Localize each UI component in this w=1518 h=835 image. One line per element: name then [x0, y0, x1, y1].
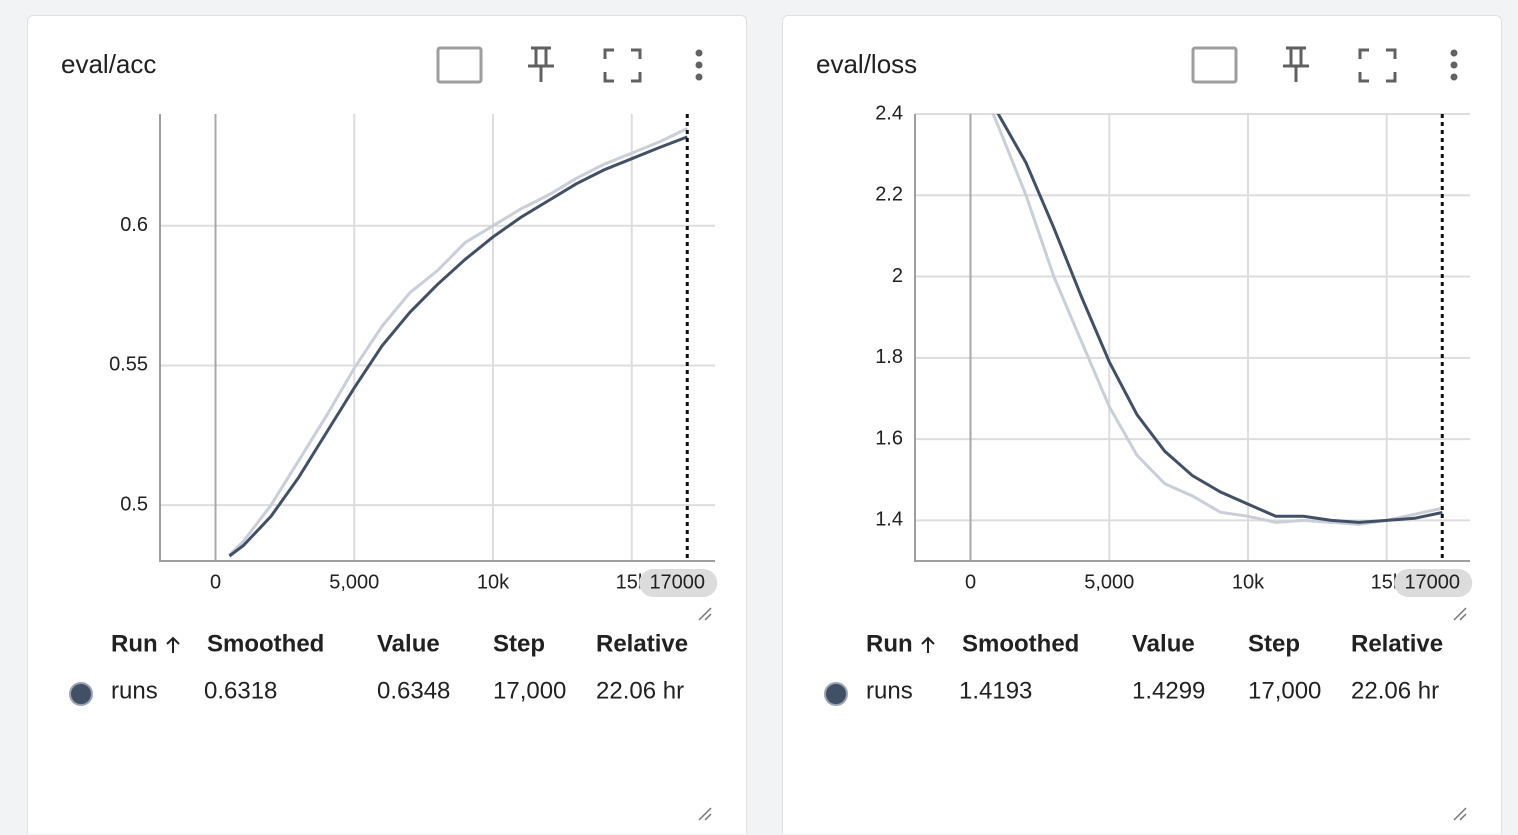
pin-button[interactable]	[528, 46, 554, 82]
table-header: Relative	[596, 630, 688, 657]
table-cell: 1.4299	[1132, 677, 1205, 704]
table-header: Step	[1248, 630, 1300, 657]
table-header: Value	[377, 630, 440, 657]
smoothed-line	[996, 114, 1443, 524]
resize-handle[interactable]	[1453, 607, 1467, 821]
axis-line	[159, 114, 715, 562]
y-tick-label: 0.55	[109, 354, 148, 376]
menu-button[interactable]	[1450, 49, 1458, 81]
y-tick-label: 1.6	[875, 427, 903, 449]
x-tick-label: 0	[210, 571, 221, 593]
y-tick-label: 1.4	[875, 509, 903, 531]
y-tick-label: 0.6	[120, 214, 148, 236]
table-cell: runs	[866, 677, 913, 704]
resize-handle[interactable]	[698, 607, 712, 821]
table-header: Run	[111, 630, 158, 657]
table-header: Value	[1132, 630, 1195, 657]
fullscreen-button[interactable]	[1358, 48, 1397, 83]
table-header: Step	[493, 630, 545, 657]
sort-arrow	[921, 636, 935, 653]
y-tick-label: 1.8	[875, 346, 903, 368]
pin-button[interactable]	[1283, 46, 1309, 82]
table-cell: 1.4193	[959, 677, 1032, 704]
y-tick-label: 2	[892, 265, 903, 287]
x-tick-label: 10k	[477, 571, 510, 593]
card: eval/acc 0.5 0.55 0.6 0 5,000 10k 15k 17000 Run Sm…	[27, 15, 747, 834]
fit-domain-button[interactable]	[1191, 46, 1238, 84]
table-cell: 0.6318	[204, 677, 277, 704]
y-tick-label: 2.2	[875, 184, 903, 206]
table-header: Smoothed	[207, 630, 324, 657]
fit-domain-button[interactable]	[436, 46, 483, 84]
table-header: Smoothed	[962, 630, 1079, 657]
y-tick-label: 0.5	[120, 493, 148, 515]
axis-line	[914, 114, 1470, 562]
run-color-dot	[69, 682, 93, 706]
raw-line	[991, 114, 1443, 526]
cursor-label: 17000	[649, 571, 705, 593]
x-tick-label: 5,000	[1084, 571, 1134, 593]
chart-title: eval/acc	[61, 49, 156, 79]
table-cell: 22.06 hr	[1351, 677, 1439, 704]
fullscreen-button[interactable]	[603, 48, 642, 83]
table-cell: 22.06 hr	[596, 677, 684, 704]
y-tick-label: 2.4	[875, 102, 903, 124]
card: eval/loss 1.4 1.6 1.8 2 2.2 2.4 0 5,000 10k 15k 170…	[782, 15, 1502, 834]
smoothed-line	[228, 135, 688, 558]
toolbar	[1191, 46, 1467, 821]
cursor-badge	[1394, 569, 1473, 597]
raw-line	[228, 127, 688, 556]
table-header: Run	[866, 630, 913, 657]
menu-button[interactable]	[695, 49, 703, 81]
table-cell: runs	[111, 677, 158, 704]
run-color-dot	[824, 682, 848, 706]
chart-title: eval/loss	[816, 49, 917, 79]
cursor-label: 17000	[1404, 571, 1460, 593]
x-tick-label: 5,000	[329, 571, 379, 593]
table-header: Relative	[1351, 630, 1443, 657]
table-cell: 17,000	[1248, 677, 1321, 704]
sort-arrow	[166, 636, 180, 653]
x-tick-label: 10k	[1232, 571, 1265, 593]
cursor-badge	[639, 569, 718, 597]
x-tick-label: 0	[965, 571, 976, 593]
table-cell: 17,000	[493, 677, 566, 704]
table-cell: 0.6348	[377, 677, 450, 704]
toolbar	[436, 46, 712, 821]
